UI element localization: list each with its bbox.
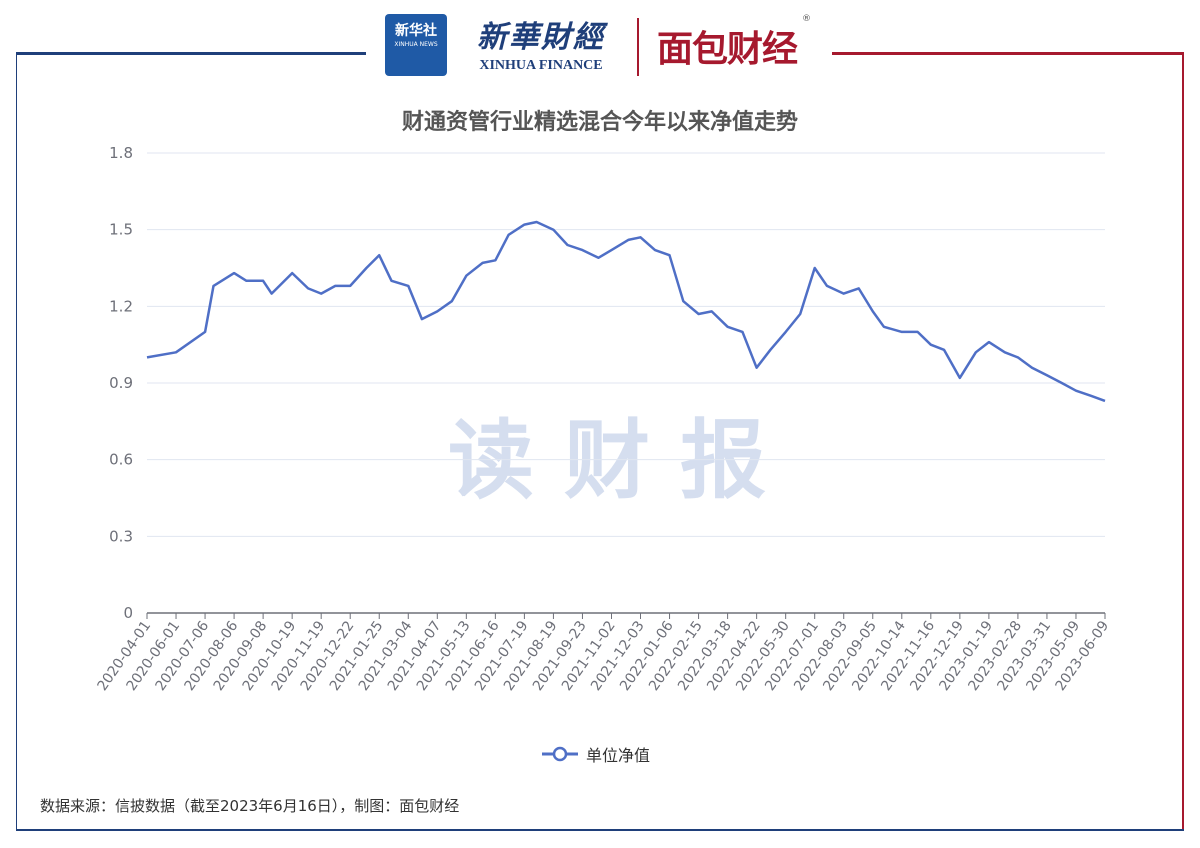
source-note: 数据来源：信披数据（截至2023年6月16日），制图：面包财经 [40,797,460,815]
legend-line-marker-icon [542,746,578,762]
xinhua-news-logo: 新华社 XINHUA NEWS [385,14,447,76]
frame-right-border [1182,52,1184,830]
frame-top-left-line [16,52,366,55]
xinhua-badge-cn: 新华社 [395,23,437,39]
header-logos: 新华社 XINHUA NEWS 新華財經 XINHUA FINANCE 面包财经… [385,12,825,82]
chart-title: 财通资管行业精选混合今年以来净值走势 [401,110,798,135]
xinhua-finance-cn: 新華財經 [477,20,605,55]
series-line-nav [146,220,1106,403]
y-tick-label: 0.9 [109,374,133,392]
legend-label: 单位净值 [586,746,651,765]
header-divider [637,18,639,76]
xinhua-finance-en: XINHUA FINANCE [479,58,603,73]
watermark: 读财报 [448,411,796,511]
mianbao-logo: 面包财经 [657,29,798,70]
frame-left-border [16,52,17,830]
xinhua-badge-en: XINHUA NEWS [394,41,438,48]
frame-top-right-line [832,52,1184,55]
chart-legend[interactable]: 单位净值 [540,740,650,768]
y-tick-label: 1.2 [109,297,133,315]
xinhua-finance-logo: 新華財經 XINHUA FINANCE [461,12,621,82]
y-tick-label: 0.3 [109,527,133,545]
y-tick-label: 1.8 [109,144,133,162]
y-tick-label: 0.6 [109,451,133,469]
frame-bottom-border [16,829,1184,831]
y-tick-label: 0 [123,604,133,622]
y-tick-label: 1.5 [109,221,133,239]
registered-mark: ® [802,14,811,24]
